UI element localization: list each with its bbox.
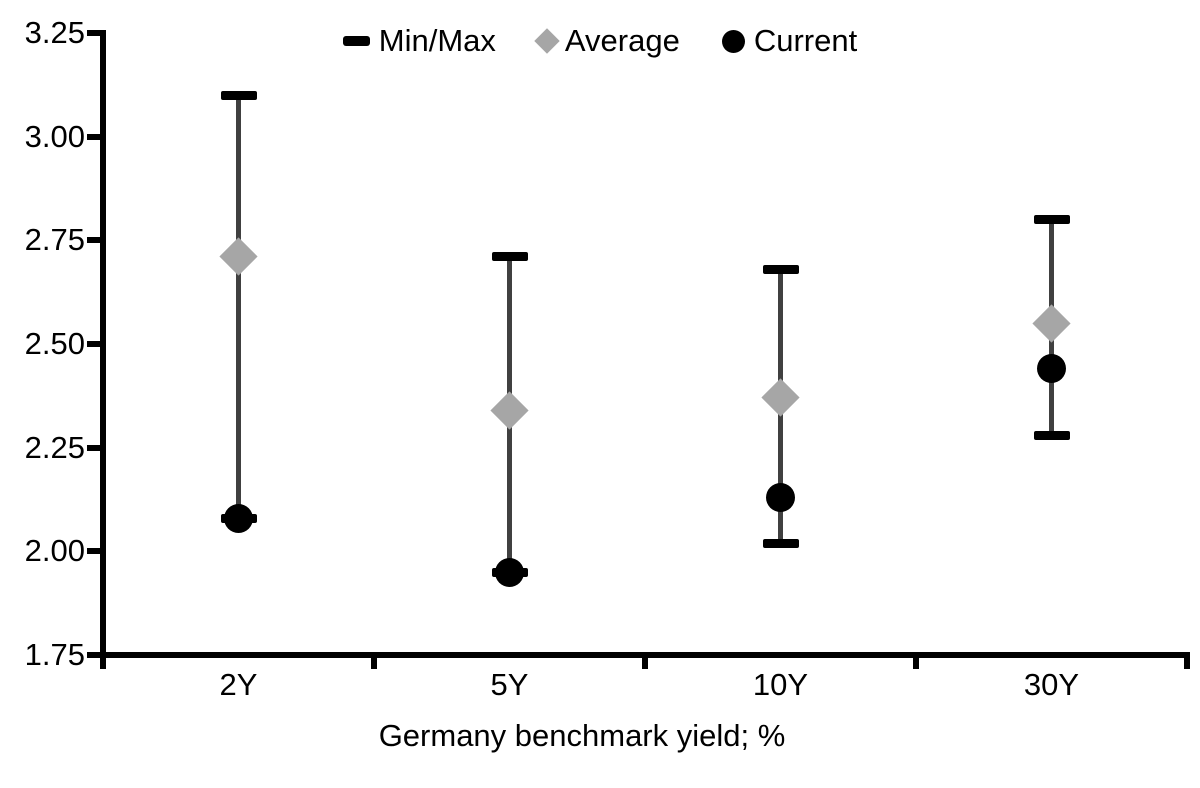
legend-item-current: Current — [721, 23, 858, 58]
legend-label-average: Average — [564, 23, 680, 58]
legend-item-minmax: Min/Max — [342, 23, 496, 58]
max-cap — [220, 90, 257, 100]
x-category-label: 10Y — [752, 667, 809, 702]
min-cap — [762, 538, 799, 548]
y-tick-label: 2.00 — [24, 533, 85, 569]
y-tick-label: 3.25 — [24, 15, 85, 50]
max-cap — [491, 252, 528, 262]
x-category-label: 5Y — [490, 667, 529, 702]
legend-label-current: Current — [753, 23, 858, 58]
current-circle-icon — [721, 29, 745, 53]
average-diamond-marker — [761, 378, 800, 417]
x-category-label: 2Y — [219, 667, 258, 702]
y-tick-label: 1.75 — [24, 637, 85, 672]
y-tick-label: 3.00 — [24, 118, 85, 154]
legend: Min/Max Average Current — [0, 24, 1200, 58]
max-cap — [762, 264, 799, 274]
y-tick-label: 2.75 — [24, 222, 85, 258]
y-tick-mark — [87, 30, 100, 36]
y-tick-label: 2.50 — [24, 326, 85, 361]
x-tick-mark — [371, 655, 377, 669]
current-circle-marker — [224, 503, 253, 533]
y-tick-mark — [87, 652, 100, 658]
x-category-label: 30Y — [1023, 667, 1080, 702]
x-tick-mark — [1184, 655, 1190, 669]
max-cap — [1033, 215, 1070, 225]
x-tick-mark — [913, 655, 919, 669]
minmax-dash-icon — [342, 36, 370, 46]
y-tick-mark — [87, 133, 100, 140]
y-tick-mark — [87, 444, 100, 451]
y-tick-label: 2.25 — [24, 429, 85, 465]
legend-item-average: Average — [534, 23, 680, 58]
current-circle-marker — [495, 557, 524, 587]
current-circle-marker — [1037, 354, 1066, 384]
average-diamond-icon — [534, 28, 560, 54]
x-axis-title: Germany benchmark yield; % — [378, 718, 786, 753]
x-tick-mark — [642, 655, 648, 669]
y-tick-mark — [87, 237, 100, 244]
average-diamond-marker — [490, 391, 529, 430]
range-line — [236, 95, 241, 519]
y-tick-mark — [87, 548, 100, 555]
min-cap — [1033, 430, 1070, 440]
legend-label-minmax: Min/Max — [378, 23, 496, 58]
y-axis-line — [100, 30, 106, 658]
y-tick-mark — [87, 341, 100, 347]
average-diamond-marker — [1032, 304, 1071, 343]
x-tick-mark — [100, 655, 106, 669]
average-diamond-marker — [219, 237, 258, 276]
current-circle-marker — [766, 482, 795, 512]
